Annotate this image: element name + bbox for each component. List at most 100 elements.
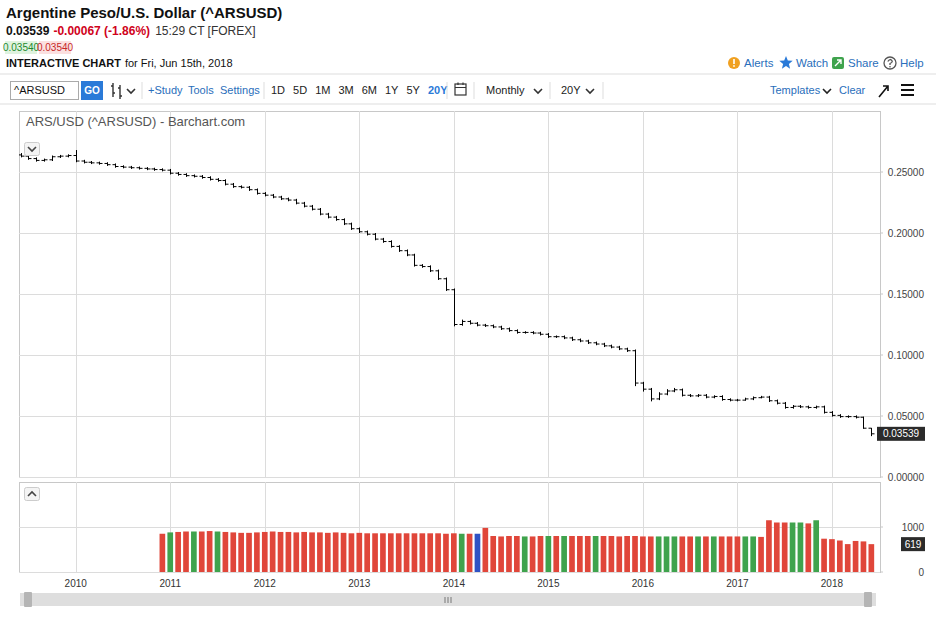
ohlc-open — [538, 333, 541, 334]
range-button[interactable]: 3M — [338, 84, 353, 96]
range-button[interactable]: 5Y — [406, 84, 420, 96]
range-button[interactable]: 6M — [362, 84, 377, 96]
ohlc-open — [271, 195, 274, 196]
go-text: GO — [84, 85, 100, 96]
ohlc-bar — [822, 406, 828, 414]
symbol-input[interactable] — [11, 82, 79, 100]
separator — [603, 82, 604, 99]
volume-bar — [546, 536, 552, 572]
last-price: 0.03539 — [6, 24, 50, 38]
range-button[interactable]: 5D — [293, 84, 307, 96]
chart-bar: 01000619 — [19, 482, 925, 578]
go-button[interactable] — [81, 81, 103, 100]
action-link[interactable]: Watch — [796, 57, 828, 69]
menu-icon[interactable] — [901, 85, 914, 95]
ohlc-bar — [830, 411, 836, 416]
chart-type-icon[interactable] — [111, 83, 122, 99]
volume-bar — [790, 523, 796, 573]
ohlc-range — [446, 278, 447, 291]
chevron-icon — [823, 89, 831, 93]
ohlc-open — [405, 250, 408, 251]
ohlc-bar — [460, 320, 466, 326]
interval-select[interactable]: Monthly — [486, 84, 525, 96]
ohlc-open — [570, 337, 573, 338]
ohlc-open — [168, 170, 171, 171]
x-grid-line — [454, 111, 455, 477]
volume-bar — [766, 520, 772, 572]
volume-bar — [388, 533, 394, 572]
ohlc-close — [652, 398, 655, 399]
ohlc-bar — [633, 350, 639, 387]
ohlc-open — [412, 254, 415, 255]
ohlc-open — [42, 160, 45, 161]
ohlc-range — [84, 160, 85, 164]
volume-bar — [451, 533, 457, 572]
templates-link[interactable]: Templates — [770, 84, 821, 96]
help-icon-dot — [889, 66, 891, 68]
action-link[interactable]: Share — [848, 57, 879, 69]
ohlc-open — [50, 159, 53, 160]
ohlc-range — [871, 428, 872, 436]
clear-link[interactable]: Clear — [839, 84, 866, 96]
ohlc-close — [857, 417, 860, 418]
value-box-bg — [877, 427, 925, 441]
ohlc-range — [517, 329, 518, 333]
ohlc-close — [368, 234, 371, 235]
divider — [0, 104, 936, 105]
y-tick — [880, 233, 883, 234]
range-button[interactable]: 1Y — [385, 84, 399, 96]
ohlc-open — [160, 169, 163, 170]
ask-price: 0.03540 — [37, 42, 74, 53]
ohlc-bar — [657, 392, 663, 400]
range-button[interactable]: 1D — [271, 84, 285, 96]
action-link[interactable]: Alerts — [744, 57, 774, 69]
tool-link[interactable]: Tools — [188, 84, 214, 96]
volume-bar — [325, 533, 331, 572]
tool-link[interactable]: Settings — [220, 84, 260, 96]
volume-bar — [742, 536, 748, 572]
range-button[interactable]: 1M — [315, 84, 330, 96]
ohlc-open — [680, 389, 683, 390]
volume-bar — [632, 536, 638, 572]
ohlc-range — [753, 396, 754, 400]
ohlc-bar — [176, 172, 182, 176]
ohlc-bar — [152, 168, 158, 171]
ohlc-bar — [775, 400, 781, 405]
range-button[interactable]: 20Y — [428, 84, 448, 96]
tool-link[interactable]: +Study — [148, 84, 183, 96]
ohlc-open — [531, 332, 534, 333]
ohlc-open — [704, 395, 707, 396]
collapse-button[interactable] — [25, 143, 40, 156]
ohlc-range — [493, 325, 494, 329]
ohlc-close — [171, 173, 174, 174]
calendar-icon[interactable] — [455, 84, 466, 95]
ohlc-bar — [58, 155, 64, 158]
scroll-track[interactable] — [20, 593, 876, 606]
ohlc-close — [352, 228, 355, 229]
ohlc-range — [596, 342, 597, 346]
ohlc-close — [612, 347, 615, 348]
volume-bar — [278, 532, 284, 572]
ohlc-range — [454, 289, 455, 327]
volume-bar — [624, 536, 630, 572]
ohlc-close — [809, 407, 812, 408]
ohlc-bar — [523, 331, 529, 333]
expand-icon[interactable] — [879, 86, 888, 97]
scroll-handle[interactable] — [24, 592, 32, 607]
ohlc-open — [389, 241, 392, 242]
plot-frame — [20, 483, 881, 573]
volume-bar — [380, 533, 386, 572]
ohlc-bar — [160, 168, 166, 171]
scroll-handle[interactable] — [864, 592, 872, 607]
collapse-button[interactable] — [25, 488, 40, 501]
ohlc-open — [696, 395, 699, 396]
period-select[interactable]: 20Y — [561, 84, 581, 96]
ohlc-bar — [696, 394, 702, 397]
ohlc-open — [365, 231, 368, 232]
ohlc-close — [620, 348, 623, 349]
ohlc-open — [176, 173, 179, 174]
ohlc-open — [318, 209, 321, 210]
volume-bar — [293, 532, 299, 572]
ohlc-bar — [594, 342, 600, 346]
action-link[interactable]: Help — [900, 57, 924, 69]
